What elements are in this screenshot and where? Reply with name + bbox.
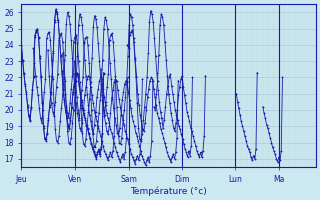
X-axis label: Température (°c): Température (°c) — [130, 186, 207, 196]
